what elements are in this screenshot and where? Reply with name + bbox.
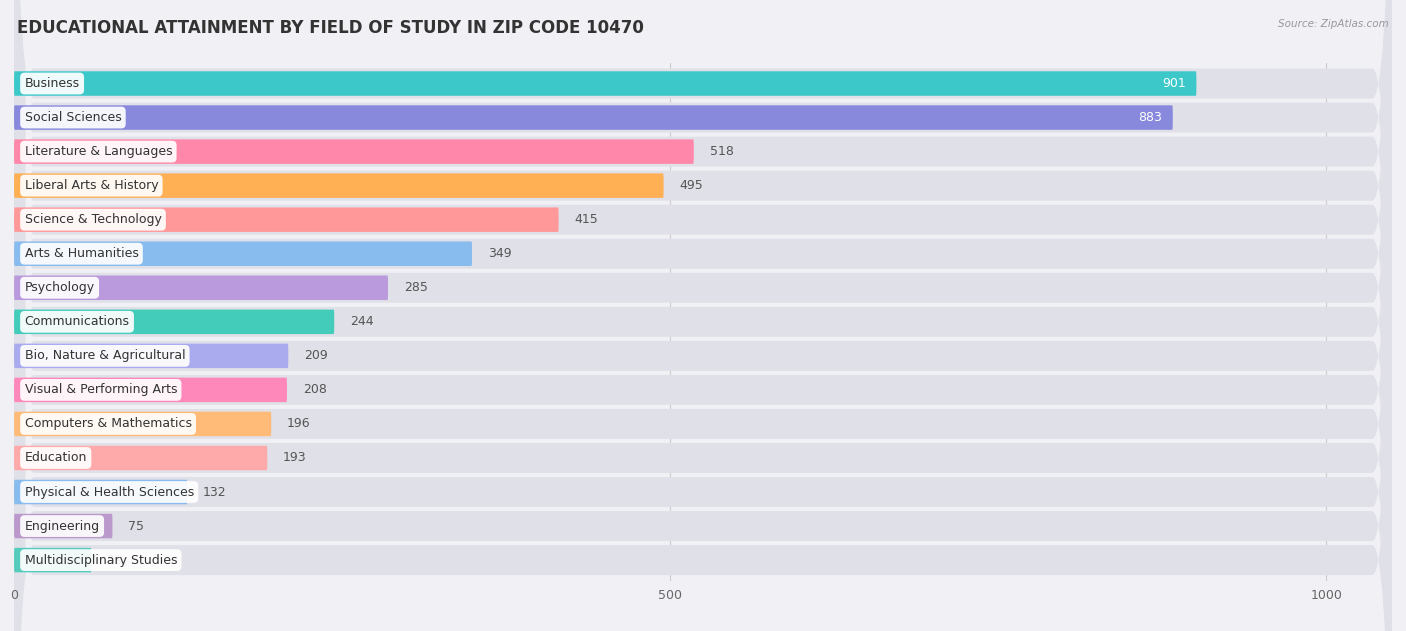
- FancyBboxPatch shape: [14, 445, 267, 470]
- Text: 196: 196: [287, 418, 311, 430]
- Text: 132: 132: [202, 485, 226, 498]
- Text: 518: 518: [710, 145, 734, 158]
- FancyBboxPatch shape: [14, 0, 1392, 631]
- FancyBboxPatch shape: [14, 139, 693, 164]
- Text: 59: 59: [107, 553, 124, 567]
- Text: Arts & Humanities: Arts & Humanities: [24, 247, 138, 260]
- Text: 883: 883: [1139, 111, 1163, 124]
- FancyBboxPatch shape: [14, 0, 1392, 631]
- Text: Communications: Communications: [24, 316, 129, 328]
- Text: Multidisciplinary Studies: Multidisciplinary Studies: [24, 553, 177, 567]
- FancyBboxPatch shape: [14, 310, 335, 334]
- FancyBboxPatch shape: [14, 174, 664, 198]
- Text: Physical & Health Sciences: Physical & Health Sciences: [24, 485, 194, 498]
- Text: 209: 209: [304, 350, 328, 362]
- Text: EDUCATIONAL ATTAINMENT BY FIELD OF STUDY IN ZIP CODE 10470: EDUCATIONAL ATTAINMENT BY FIELD OF STUDY…: [17, 19, 644, 37]
- Text: Business: Business: [24, 77, 80, 90]
- Text: Science & Technology: Science & Technology: [24, 213, 162, 226]
- Text: Engineering: Engineering: [24, 519, 100, 533]
- FancyBboxPatch shape: [14, 480, 187, 504]
- Text: 495: 495: [679, 179, 703, 192]
- Text: 285: 285: [404, 281, 427, 294]
- Text: 208: 208: [302, 384, 326, 396]
- FancyBboxPatch shape: [14, 71, 1197, 96]
- FancyBboxPatch shape: [14, 0, 1392, 631]
- FancyBboxPatch shape: [14, 0, 1392, 613]
- FancyBboxPatch shape: [14, 242, 472, 266]
- FancyBboxPatch shape: [14, 64, 1392, 631]
- FancyBboxPatch shape: [14, 276, 388, 300]
- FancyBboxPatch shape: [14, 105, 1173, 130]
- Text: Bio, Nature & Agricultural: Bio, Nature & Agricultural: [24, 350, 186, 362]
- Text: Literature & Languages: Literature & Languages: [24, 145, 172, 158]
- Text: 244: 244: [350, 316, 374, 328]
- FancyBboxPatch shape: [14, 0, 1392, 631]
- Text: Computers & Mathematics: Computers & Mathematics: [24, 418, 191, 430]
- FancyBboxPatch shape: [14, 0, 1392, 579]
- FancyBboxPatch shape: [14, 0, 1392, 631]
- FancyBboxPatch shape: [14, 411, 271, 436]
- Text: 193: 193: [283, 451, 307, 464]
- Text: 901: 901: [1163, 77, 1185, 90]
- FancyBboxPatch shape: [14, 0, 1392, 631]
- FancyBboxPatch shape: [14, 514, 112, 538]
- FancyBboxPatch shape: [14, 377, 287, 402]
- Text: 349: 349: [488, 247, 512, 260]
- FancyBboxPatch shape: [14, 0, 1392, 631]
- FancyBboxPatch shape: [14, 0, 1392, 631]
- FancyBboxPatch shape: [14, 30, 1392, 631]
- FancyBboxPatch shape: [14, 0, 1392, 631]
- FancyBboxPatch shape: [14, 344, 288, 368]
- Text: Psychology: Psychology: [24, 281, 94, 294]
- FancyBboxPatch shape: [14, 548, 91, 572]
- FancyBboxPatch shape: [14, 208, 558, 232]
- Text: Liberal Arts & History: Liberal Arts & History: [24, 179, 159, 192]
- Text: 75: 75: [128, 519, 145, 533]
- Text: Visual & Performing Arts: Visual & Performing Arts: [24, 384, 177, 396]
- Text: Source: ZipAtlas.com: Source: ZipAtlas.com: [1278, 19, 1389, 29]
- Text: 415: 415: [575, 213, 598, 226]
- FancyBboxPatch shape: [14, 0, 1392, 631]
- Text: Education: Education: [24, 451, 87, 464]
- FancyBboxPatch shape: [14, 0, 1392, 631]
- Text: Social Sciences: Social Sciences: [24, 111, 121, 124]
